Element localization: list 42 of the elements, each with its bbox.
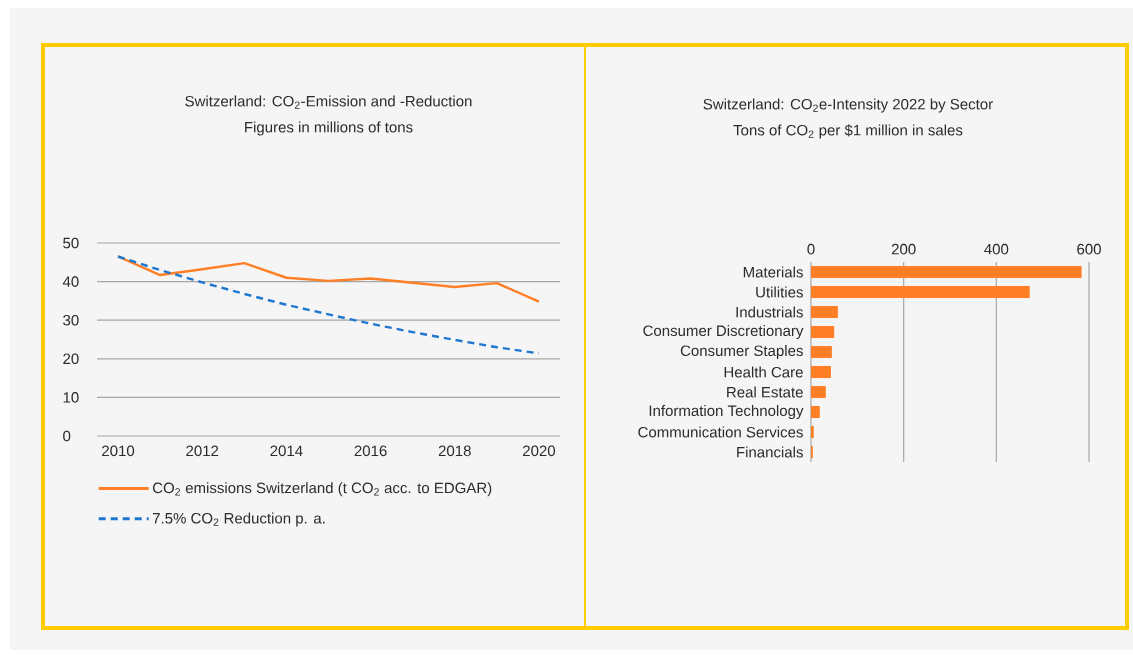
y-tick-label: 30: [63, 314, 79, 326]
legend-label: 7.5% CO$_{2}$ Reduction p. a.: [152, 512, 325, 527]
x-tick-label: 2014: [270, 445, 303, 457]
bar: [811, 326, 835, 338]
y-tick-label: 40: [62, 276, 79, 287]
x-tick-label: 2012: [186, 445, 219, 457]
bar: [811, 406, 820, 418]
y-tick-label: Materials: [743, 266, 803, 278]
x-tick-label: 2010: [102, 445, 135, 457]
y-tick-label: Health Care: [724, 366, 803, 378]
x-tick-label: 200: [891, 243, 916, 255]
chart-title: Switzerland: CO$_{2}$-Emission and -Reduction: [185, 95, 472, 109]
y-tick-label: Industrials: [736, 306, 803, 318]
line-series: [116, 255, 541, 355]
x-tick-label: 2020: [523, 445, 556, 457]
bar: [811, 286, 1030, 298]
x-tick-label: 2016: [354, 445, 387, 457]
y-tick-label: Financials: [737, 446, 803, 458]
chart-title: Switzerland: CO$_{2}$e-Intensity 2022 by Sector: [703, 98, 993, 113]
y-tick-label: 50: [63, 237, 79, 249]
bar: [811, 346, 832, 358]
y-tick-label: 0: [63, 430, 71, 442]
y-tick-label: Consumer Discretionary: [643, 325, 804, 339]
bar: [811, 306, 838, 318]
bar: [811, 266, 1082, 279]
x-tick-label: 400: [984, 243, 1009, 255]
x-tick-label: 2018: [438, 445, 471, 457]
x-tick-label: 0: [807, 243, 815, 255]
bar: [811, 386, 826, 398]
y-tick-label: Real Estate: [727, 386, 803, 398]
y-tick-label: Communication Services: [638, 426, 803, 438]
chart-subtitle: Tons of CO$_{2}$ per $1 million in sales: [733, 124, 963, 139]
legend-label: CO$_{2}$ emissions Switzerland (t CO$_{2}$ acc. to EDGAR): [152, 482, 492, 497]
bar: [811, 366, 831, 378]
y-tick-label: Information Technology: [649, 405, 804, 419]
x-tick-label: 600: [1077, 243, 1101, 255]
y-tick-label: 20: [63, 353, 79, 365]
y-tick-label: 10: [63, 392, 79, 403]
chart-subtitle: Figures in millions of tons: [245, 121, 413, 136]
y-tick-label: Utilities: [756, 286, 803, 298]
bar: [811, 426, 814, 438]
y-tick-label: Consumer Staples: [680, 345, 803, 359]
